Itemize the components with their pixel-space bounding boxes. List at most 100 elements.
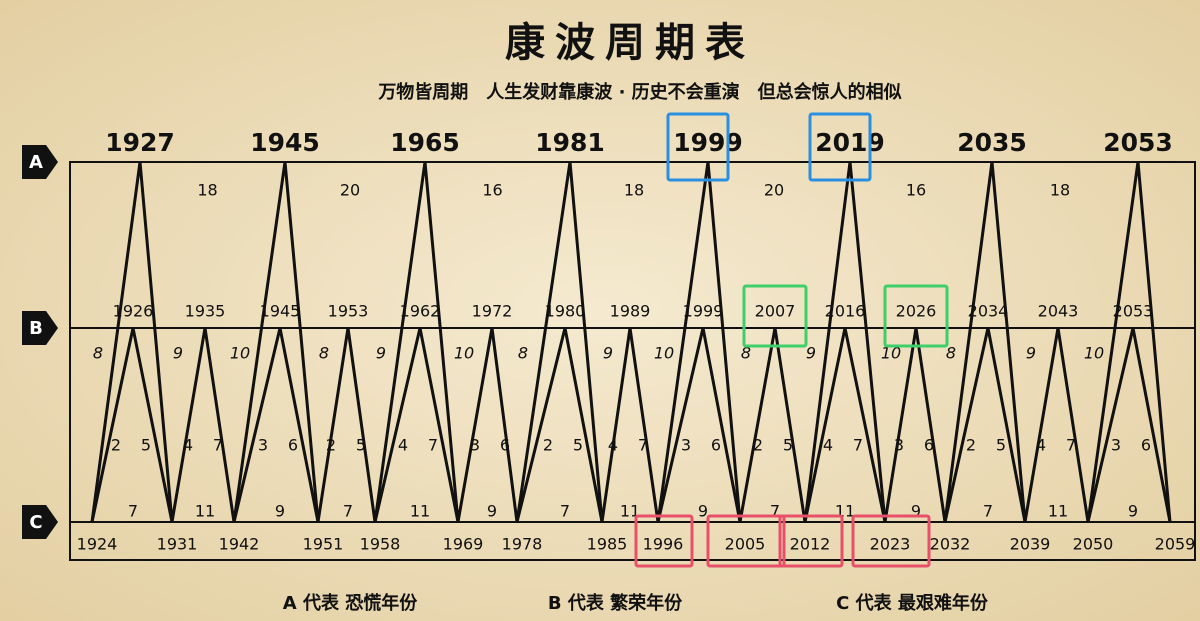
c-year: 2023 — [870, 535, 911, 554]
c-gap: 7 — [983, 502, 993, 521]
mid-number: 2 — [326, 436, 336, 455]
b-year: 1935 — [185, 302, 226, 321]
c-gap: 7 — [343, 502, 353, 521]
mid-number: 3 — [470, 436, 480, 455]
mid-number: 3 — [1111, 436, 1121, 455]
b-wave — [600, 327, 660, 523]
a-wave — [1086, 161, 1172, 523]
a-gap: 18 — [197, 181, 217, 200]
a-wave — [90, 161, 174, 523]
c-year: 2005 — [725, 535, 766, 554]
subtitle: 万物皆周期 人生发财靠康波 · 历史不会重演 但总会惊人的相似 — [377, 81, 901, 103]
c-year: 1931 — [157, 535, 198, 554]
b-side: 10 — [654, 344, 674, 363]
mid-number: 4 — [608, 436, 618, 455]
mid-number: 5 — [783, 436, 793, 455]
b-wave — [1023, 327, 1090, 523]
a-wave — [943, 161, 1027, 523]
b-wave — [738, 327, 807, 523]
mid-number: 5 — [356, 436, 366, 455]
row-markers: A B C — [22, 145, 58, 539]
c-year: 1985 — [587, 535, 628, 554]
a-year: 1945 — [250, 128, 320, 157]
c-year: 2012 — [790, 535, 831, 554]
b-year: 2043 — [1038, 302, 1079, 321]
highlight-box — [851, 514, 931, 568]
a-year: 2035 — [957, 128, 1027, 157]
mid-number: 7 — [1066, 436, 1076, 455]
mid-number: 4 — [823, 436, 833, 455]
c-year: 1978 — [502, 535, 543, 554]
b-wave — [943, 327, 1027, 523]
b-side: 10 — [881, 344, 901, 363]
c-year: 1951 — [303, 535, 344, 554]
row-label: C — [29, 512, 42, 533]
c-gap: 7 — [560, 502, 570, 521]
b-year: 1953 — [328, 302, 369, 321]
mid-number: 6 — [500, 436, 510, 455]
b-year: 2007 — [755, 302, 796, 321]
mid-number: 4 — [1036, 436, 1046, 455]
b-year: 1999 — [683, 302, 724, 321]
mid-number: 6 — [711, 436, 721, 455]
mid-number: 4 — [183, 436, 193, 455]
highlight-box — [808, 112, 872, 182]
c-gap: 9 — [911, 502, 921, 521]
a-gap: 16 — [482, 181, 502, 200]
b-year: 1972 — [472, 302, 513, 321]
a-gap: 18 — [1050, 181, 1070, 200]
a-gap: 18 — [624, 181, 644, 200]
mid-number: 4 — [398, 436, 408, 455]
b-year: 2053 — [1113, 302, 1154, 321]
b-side: 9 — [173, 344, 183, 363]
mid-number: 2 — [111, 436, 121, 455]
mid-number: 2 — [753, 436, 763, 455]
b-wave — [456, 327, 519, 523]
c-gap: 11 — [195, 502, 215, 521]
mid-number: 5 — [141, 436, 151, 455]
b-side: 10 — [454, 344, 474, 363]
b-side: 8 — [93, 344, 103, 363]
a-gap: 20 — [340, 181, 360, 200]
title: 康波周期表 — [505, 20, 755, 66]
b-year: 1945 — [260, 302, 301, 321]
b-year: 1989 — [610, 302, 651, 321]
c-gap: 9 — [1128, 502, 1138, 521]
b-side: 10 — [230, 344, 250, 363]
highlight-box — [706, 514, 786, 568]
c-year: 1924 — [77, 535, 118, 554]
b-side: 9 — [603, 344, 613, 363]
mid-number: 6 — [924, 436, 934, 455]
highlight-box — [742, 284, 808, 348]
mid-number: 5 — [996, 436, 1006, 455]
mid-number: 7 — [428, 436, 438, 455]
b-wave — [373, 327, 460, 523]
mid-number: 6 — [1141, 436, 1151, 455]
a-year: 1981 — [535, 128, 605, 157]
b-wave — [170, 327, 236, 523]
mid-number: 2 — [966, 436, 976, 455]
mid-number: 3 — [894, 436, 904, 455]
a-wave — [656, 161, 742, 523]
c-year: 1942 — [219, 535, 260, 554]
a-gap: 16 — [906, 181, 926, 200]
b-wave — [90, 327, 174, 523]
b-year: 2026 — [896, 302, 937, 321]
b-side: 8 — [741, 344, 751, 363]
a-gap: 20 — [764, 181, 784, 200]
b-wave — [1086, 327, 1172, 523]
c-gap: 7 — [770, 502, 780, 521]
mid-number: 7 — [213, 436, 223, 455]
c-year: 2050 — [1073, 535, 1114, 554]
b-wave — [656, 327, 742, 523]
b-side: 8 — [518, 344, 528, 363]
legend-item: C 代表 最艰难年份 — [836, 592, 989, 614]
a-year: 1965 — [390, 128, 460, 157]
b-year: 1962 — [400, 302, 441, 321]
c-year: 1969 — [443, 535, 484, 554]
c-year: 2059 — [1155, 535, 1196, 554]
c-gap: 9 — [698, 502, 708, 521]
b-side: 9 — [806, 344, 816, 363]
mid-number: 7 — [853, 436, 863, 455]
